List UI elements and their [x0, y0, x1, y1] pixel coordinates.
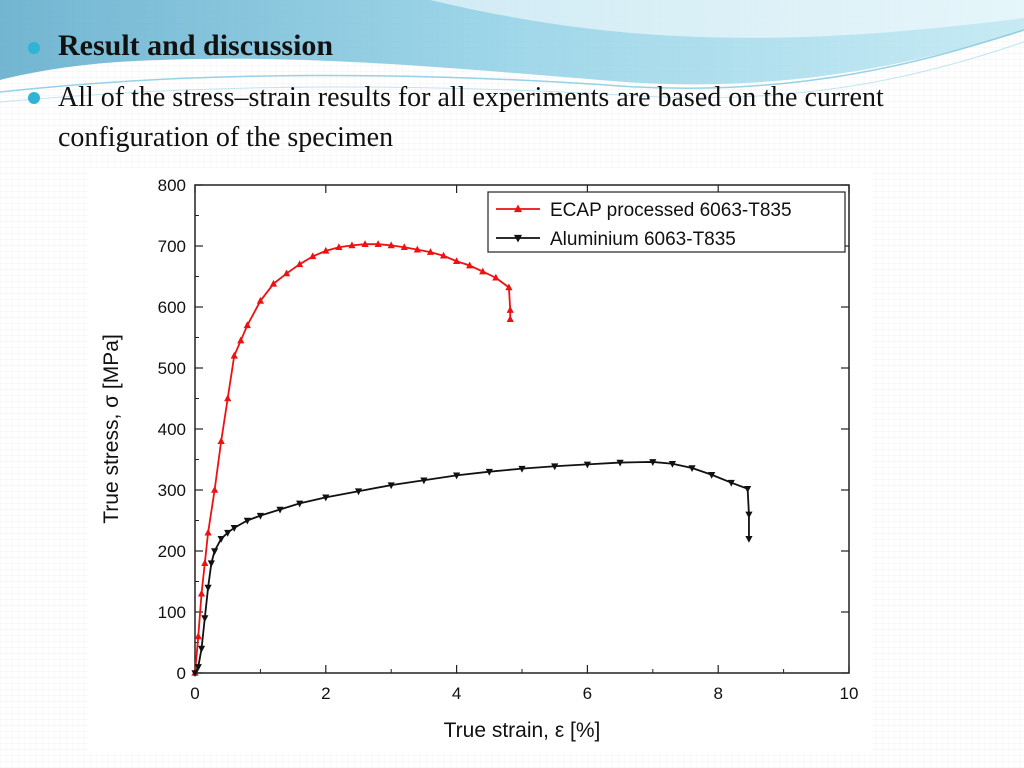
data-point: [453, 257, 461, 265]
data-point: [387, 482, 395, 490]
bullet-icon: [28, 92, 40, 104]
data-point: [194, 632, 202, 640]
data-point: [348, 241, 356, 249]
y-tick-label: 100: [158, 603, 186, 622]
x-tick-label: 8: [713, 684, 722, 703]
figure-container: 0 2 4 6 8 10 0 100 200 300 400 500 600 700 800 ECAP pr…: [88, 168, 872, 752]
data-point: [439, 251, 448, 259]
data-point: [243, 321, 251, 329]
y-tick-label: 400: [158, 420, 186, 439]
legend-swatch-marker: [513, 204, 523, 213]
data-point: [194, 664, 202, 671]
data-point: [479, 267, 487, 275]
data-point: [211, 486, 219, 493]
data-point: [688, 465, 696, 473]
y-axis-label: True stress, σ [MPa]: [100, 334, 123, 524]
data-point: [197, 645, 206, 653]
series-aluminium: [191, 459, 753, 677]
legend-swatch-marker: [513, 234, 523, 243]
data-point: [224, 529, 232, 537]
slide-title: Result and discussion: [58, 29, 334, 62]
data-point: [217, 437, 225, 444]
data-point: [237, 336, 245, 344]
data-point: [551, 463, 559, 471]
data-point: [413, 245, 421, 253]
data-point: [668, 460, 677, 468]
data-point: [708, 471, 716, 479]
data-point: [745, 536, 753, 543]
x-axis-label: True strain, ε [%]: [444, 719, 601, 742]
title-row: Result and discussion: [28, 28, 333, 64]
data-point: [191, 670, 199, 677]
x-tick-label: 10: [840, 684, 859, 703]
legend-box: [487, 191, 846, 253]
data-point: [269, 279, 278, 287]
y-tick-label: 500: [158, 359, 186, 378]
data-point: [518, 465, 526, 473]
data-point: [276, 506, 284, 514]
data-point: [256, 512, 264, 520]
data-point: [505, 283, 513, 291]
data-point: [224, 394, 232, 402]
data-point: [745, 511, 753, 519]
data-point: [309, 252, 317, 260]
data-point: [727, 479, 735, 487]
data-point: [211, 548, 219, 555]
data-point: [420, 477, 428, 485]
data-point: [466, 261, 474, 269]
data-point: [201, 615, 209, 623]
body-row: All of the stress–strain results for all…: [28, 78, 978, 158]
data-point: [322, 246, 330, 254]
data-point: [583, 461, 591, 469]
data-point: [201, 559, 209, 566]
data-point: [296, 500, 304, 508]
y-tick-label: 600: [158, 298, 186, 317]
data-point: [616, 459, 624, 467]
x-tick-label: 6: [583, 684, 592, 703]
data-point: [506, 315, 514, 322]
plot-area: [194, 184, 850, 674]
data-point: [207, 560, 215, 568]
data-point: [485, 468, 493, 476]
legend-label: Aluminium 6063-T835: [550, 229, 736, 250]
data-point: [217, 536, 225, 543]
data-point: [230, 525, 238, 532]
y-tick-label: 300: [158, 481, 186, 500]
y-tick-label: 700: [158, 237, 186, 256]
data-point: [400, 243, 408, 251]
data-point: [649, 459, 657, 466]
data-point: [744, 485, 752, 493]
data-point: [296, 260, 304, 268]
data-point: [453, 472, 461, 480]
data-point: [230, 351, 238, 359]
data-point: [335, 243, 343, 251]
x-tick-label: 4: [452, 684, 461, 703]
data-point: [426, 248, 435, 255]
data-point: [387, 241, 395, 249]
data-point: [282, 269, 291, 277]
header-wave-decoration: [0, 0, 1024, 103]
x-tick-label: 2: [321, 684, 330, 703]
x-tick-label: 0: [190, 684, 199, 703]
data-point: [374, 240, 382, 247]
y-tick-label: 200: [158, 542, 186, 561]
body-text: All of the stress–strain results for all…: [58, 82, 884, 153]
data-point: [354, 488, 363, 496]
data-point: [492, 273, 500, 281]
y-tick-label: 800: [158, 176, 186, 195]
bullet-icon: [28, 42, 40, 54]
data-point: [256, 296, 264, 304]
series-ecap: [191, 240, 514, 676]
data-point: [204, 584, 212, 592]
data-point: [243, 517, 251, 525]
data-point: [197, 589, 206, 597]
legend-label: ECAP processed 6063-T835: [550, 200, 792, 221]
data-point: [506, 306, 514, 313]
data-point: [361, 240, 369, 247]
y-tick-label: 0: [177, 664, 186, 683]
data-point: [204, 528, 212, 536]
data-point: [322, 494, 330, 502]
